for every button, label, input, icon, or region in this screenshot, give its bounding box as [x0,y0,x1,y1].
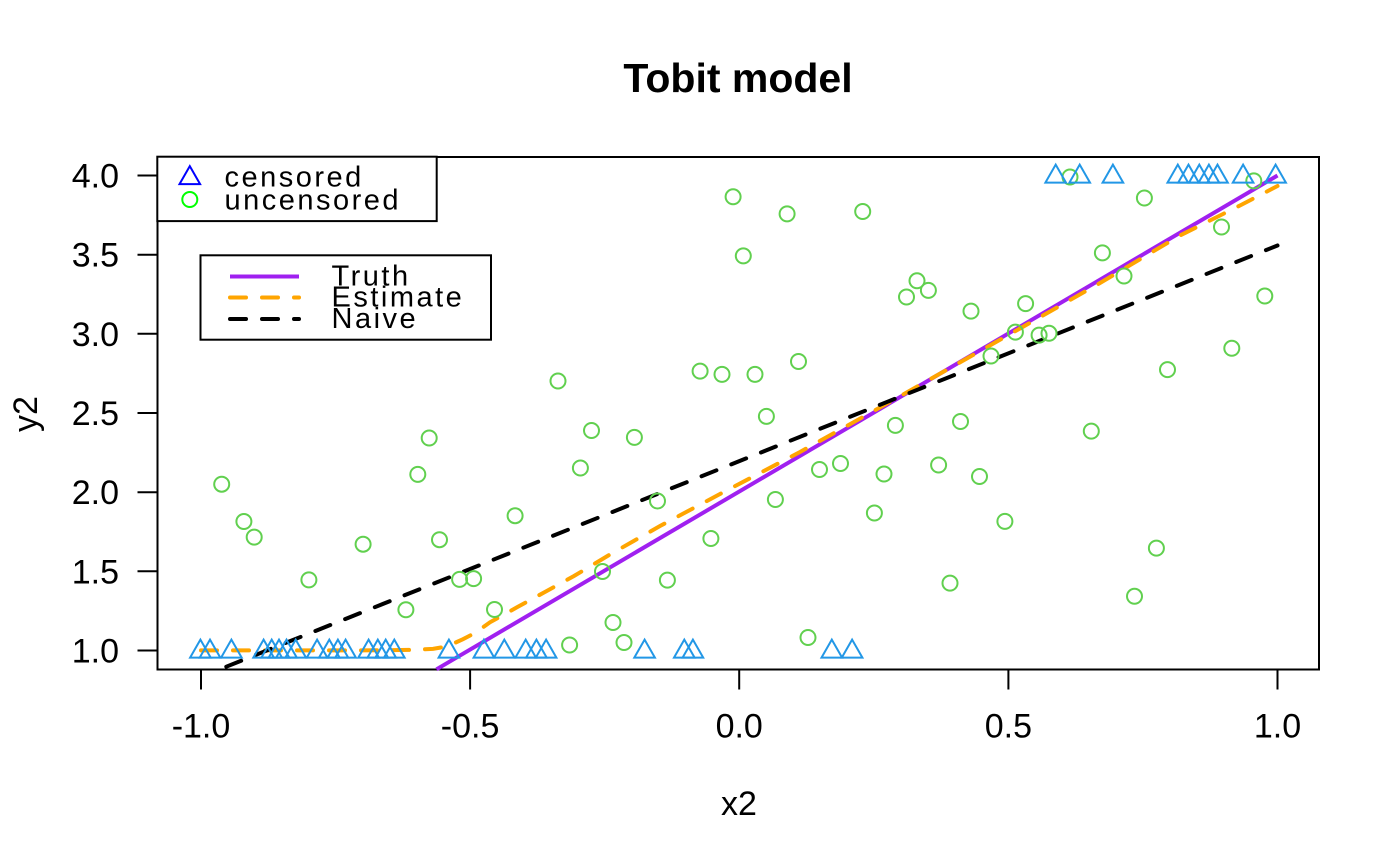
svg-text:Estimate: Estimate [332,282,465,314]
svg-text:0.0: 0.0 [716,708,763,746]
svg-text:y2: y2 [7,396,45,432]
svg-text:censored: censored [225,162,364,194]
svg-text:Truth: Truth [332,261,411,293]
svg-text:1.5: 1.5 [72,553,119,591]
svg-text:Naive: Naive [332,303,419,335]
svg-text:2.0: 2.0 [72,474,119,512]
svg-text:-0.5: -0.5 [441,708,500,746]
svg-text:0.5: 0.5 [985,708,1032,746]
svg-text:2.5: 2.5 [72,395,119,433]
svg-text:3.0: 3.0 [72,316,119,354]
svg-text:3.5: 3.5 [72,237,119,275]
svg-text:4.0: 4.0 [72,158,119,196]
svg-text:1.0: 1.0 [72,633,119,671]
svg-text:Tobit model: Tobit model [623,55,852,101]
svg-text:x2: x2 [721,785,757,823]
svg-text:-1.0: -1.0 [172,708,231,746]
svg-text:uncensored: uncensored [225,185,402,217]
svg-text:1.0: 1.0 [1254,708,1301,746]
